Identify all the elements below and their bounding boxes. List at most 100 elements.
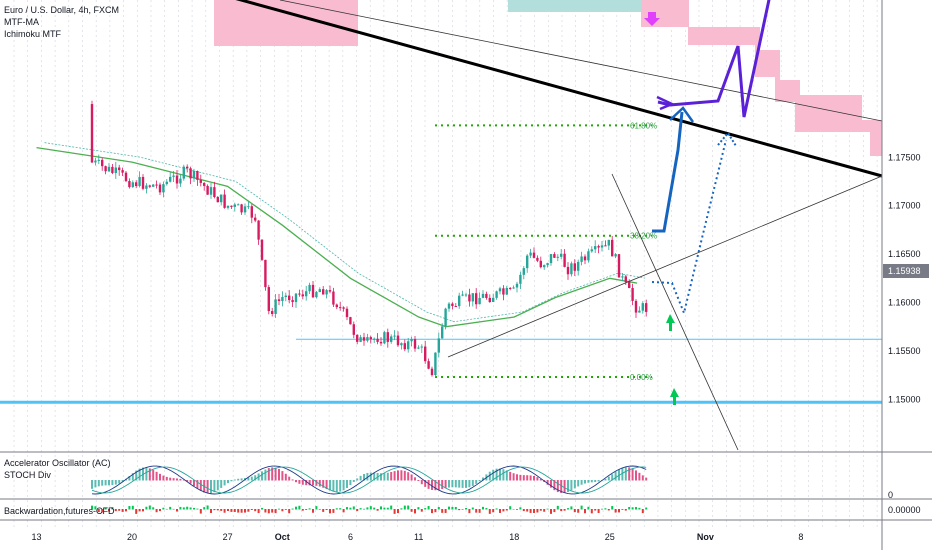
ac-bar xyxy=(393,471,396,481)
candle-body xyxy=(373,338,376,340)
ac-bar xyxy=(305,480,308,486)
candle-body xyxy=(376,338,379,342)
backwardation-bar xyxy=(278,508,280,510)
backwardation-bar xyxy=(227,509,229,512)
ac-bar xyxy=(101,480,104,486)
indicator-ichimoku-mtf[interactable]: Ichimoku MTF xyxy=(4,29,62,39)
ac-bar xyxy=(424,480,427,487)
ac-bar xyxy=(431,480,433,490)
candle-body xyxy=(407,341,410,350)
ac-bar xyxy=(182,479,185,481)
upper-descending-trendline[interactable] xyxy=(212,0,883,178)
candle-body xyxy=(461,294,464,296)
ac-bar xyxy=(329,480,331,491)
symbol-title: Euro / U.S. Dollar, 4h, FXCM xyxy=(4,5,120,15)
ac-bar xyxy=(176,478,178,481)
backwardation-bar xyxy=(641,509,644,514)
candle-body xyxy=(260,239,264,260)
ac-bar xyxy=(594,480,597,483)
backwardation-bar xyxy=(570,506,573,510)
ac-bar xyxy=(635,470,637,481)
ac-bar xyxy=(451,480,454,488)
ac-bar xyxy=(492,469,495,481)
price-scale[interactable]: 1.17500 1.17000 1.16500 1.16000 1.15500 1.150… xyxy=(881,0,929,550)
backwardation-bar xyxy=(427,506,430,510)
candle-body xyxy=(162,184,165,193)
backwardation-bar xyxy=(145,506,148,510)
backwardation-bar xyxy=(465,507,467,510)
backwardation-bar xyxy=(553,509,556,513)
ac-bar xyxy=(417,480,420,482)
ac-bar xyxy=(573,480,576,489)
backwardation-bar xyxy=(213,509,216,511)
candle-body xyxy=(237,204,240,206)
candle-body xyxy=(563,253,566,267)
ac-bar xyxy=(512,473,515,481)
ac-bar xyxy=(223,480,226,486)
ac-bar xyxy=(631,468,634,481)
ac-bar xyxy=(264,469,267,481)
forecast-blue-solid[interactable] xyxy=(652,111,684,233)
time-scale[interactable]: 13 20 27 Oct 6 11 18 25 Nov 8 xyxy=(31,532,803,542)
last-price-box xyxy=(883,264,929,278)
candle-body xyxy=(332,291,335,305)
candle-body xyxy=(628,282,631,289)
candle-body xyxy=(427,361,430,369)
ac-bar xyxy=(475,480,478,484)
candle-body xyxy=(277,299,281,302)
horizontal-levels xyxy=(0,338,882,404)
backwardation-bar xyxy=(125,509,127,512)
ac-bar xyxy=(227,480,229,484)
candle-body xyxy=(114,167,117,174)
candle-body xyxy=(264,259,267,288)
backwardation-bar xyxy=(291,508,294,510)
backwardation-bar xyxy=(451,506,454,510)
candle-body xyxy=(447,303,451,309)
backwardation-bar xyxy=(604,508,607,510)
backwardation-bar xyxy=(216,509,219,511)
ac-bar xyxy=(410,474,413,481)
ichimoku-base-line xyxy=(44,142,646,323)
back-value-label: 0.00000 xyxy=(888,505,921,515)
ascending-trendline[interactable] xyxy=(447,175,883,358)
backwardation-bar xyxy=(240,509,243,513)
ac-bar xyxy=(645,477,648,481)
indicator-mtf-ma[interactable]: MTF-MA xyxy=(4,17,39,27)
stoch-div-title[interactable]: STOCH Div xyxy=(4,470,51,480)
ac-bar xyxy=(587,480,590,483)
candle-body xyxy=(104,166,107,172)
backwardation-bar xyxy=(128,506,131,510)
candle-body xyxy=(478,297,481,305)
ac-bar xyxy=(407,472,410,481)
backwardation-bar xyxy=(475,509,478,513)
candle-body xyxy=(209,187,213,195)
descending-projection-line[interactable] xyxy=(611,173,739,451)
ac-bar xyxy=(342,480,345,491)
candle-body xyxy=(471,293,474,302)
accelerator-oscillator-title[interactable]: Accelerator Oscillator (AC) xyxy=(4,458,111,468)
candle-body xyxy=(220,194,223,203)
backwardation-bar xyxy=(210,509,212,513)
time-tick-label: 11 xyxy=(414,532,423,542)
backwardation-bar xyxy=(189,507,192,510)
candle-body xyxy=(379,341,383,344)
candle-body xyxy=(580,256,583,262)
backwardation-bar xyxy=(335,508,338,510)
candle-body xyxy=(393,335,396,337)
ac-bar xyxy=(213,480,216,493)
backwardation-bar xyxy=(220,509,223,511)
candle-body xyxy=(417,347,420,349)
ac-bar xyxy=(291,479,294,481)
candle-body xyxy=(638,310,641,313)
ac-bar xyxy=(577,480,580,487)
ac-bar xyxy=(332,480,335,492)
ac-bar xyxy=(584,480,586,484)
backwardation-bar xyxy=(237,509,240,513)
backwardation-title[interactable]: Backwardation,futures-CFD xyxy=(4,506,115,516)
thin-descending-trendline[interactable] xyxy=(279,0,883,122)
backwardation-bar xyxy=(250,509,253,510)
ac-bar xyxy=(261,471,263,481)
backwardation-bar xyxy=(444,509,447,513)
ac-bar xyxy=(165,476,168,481)
